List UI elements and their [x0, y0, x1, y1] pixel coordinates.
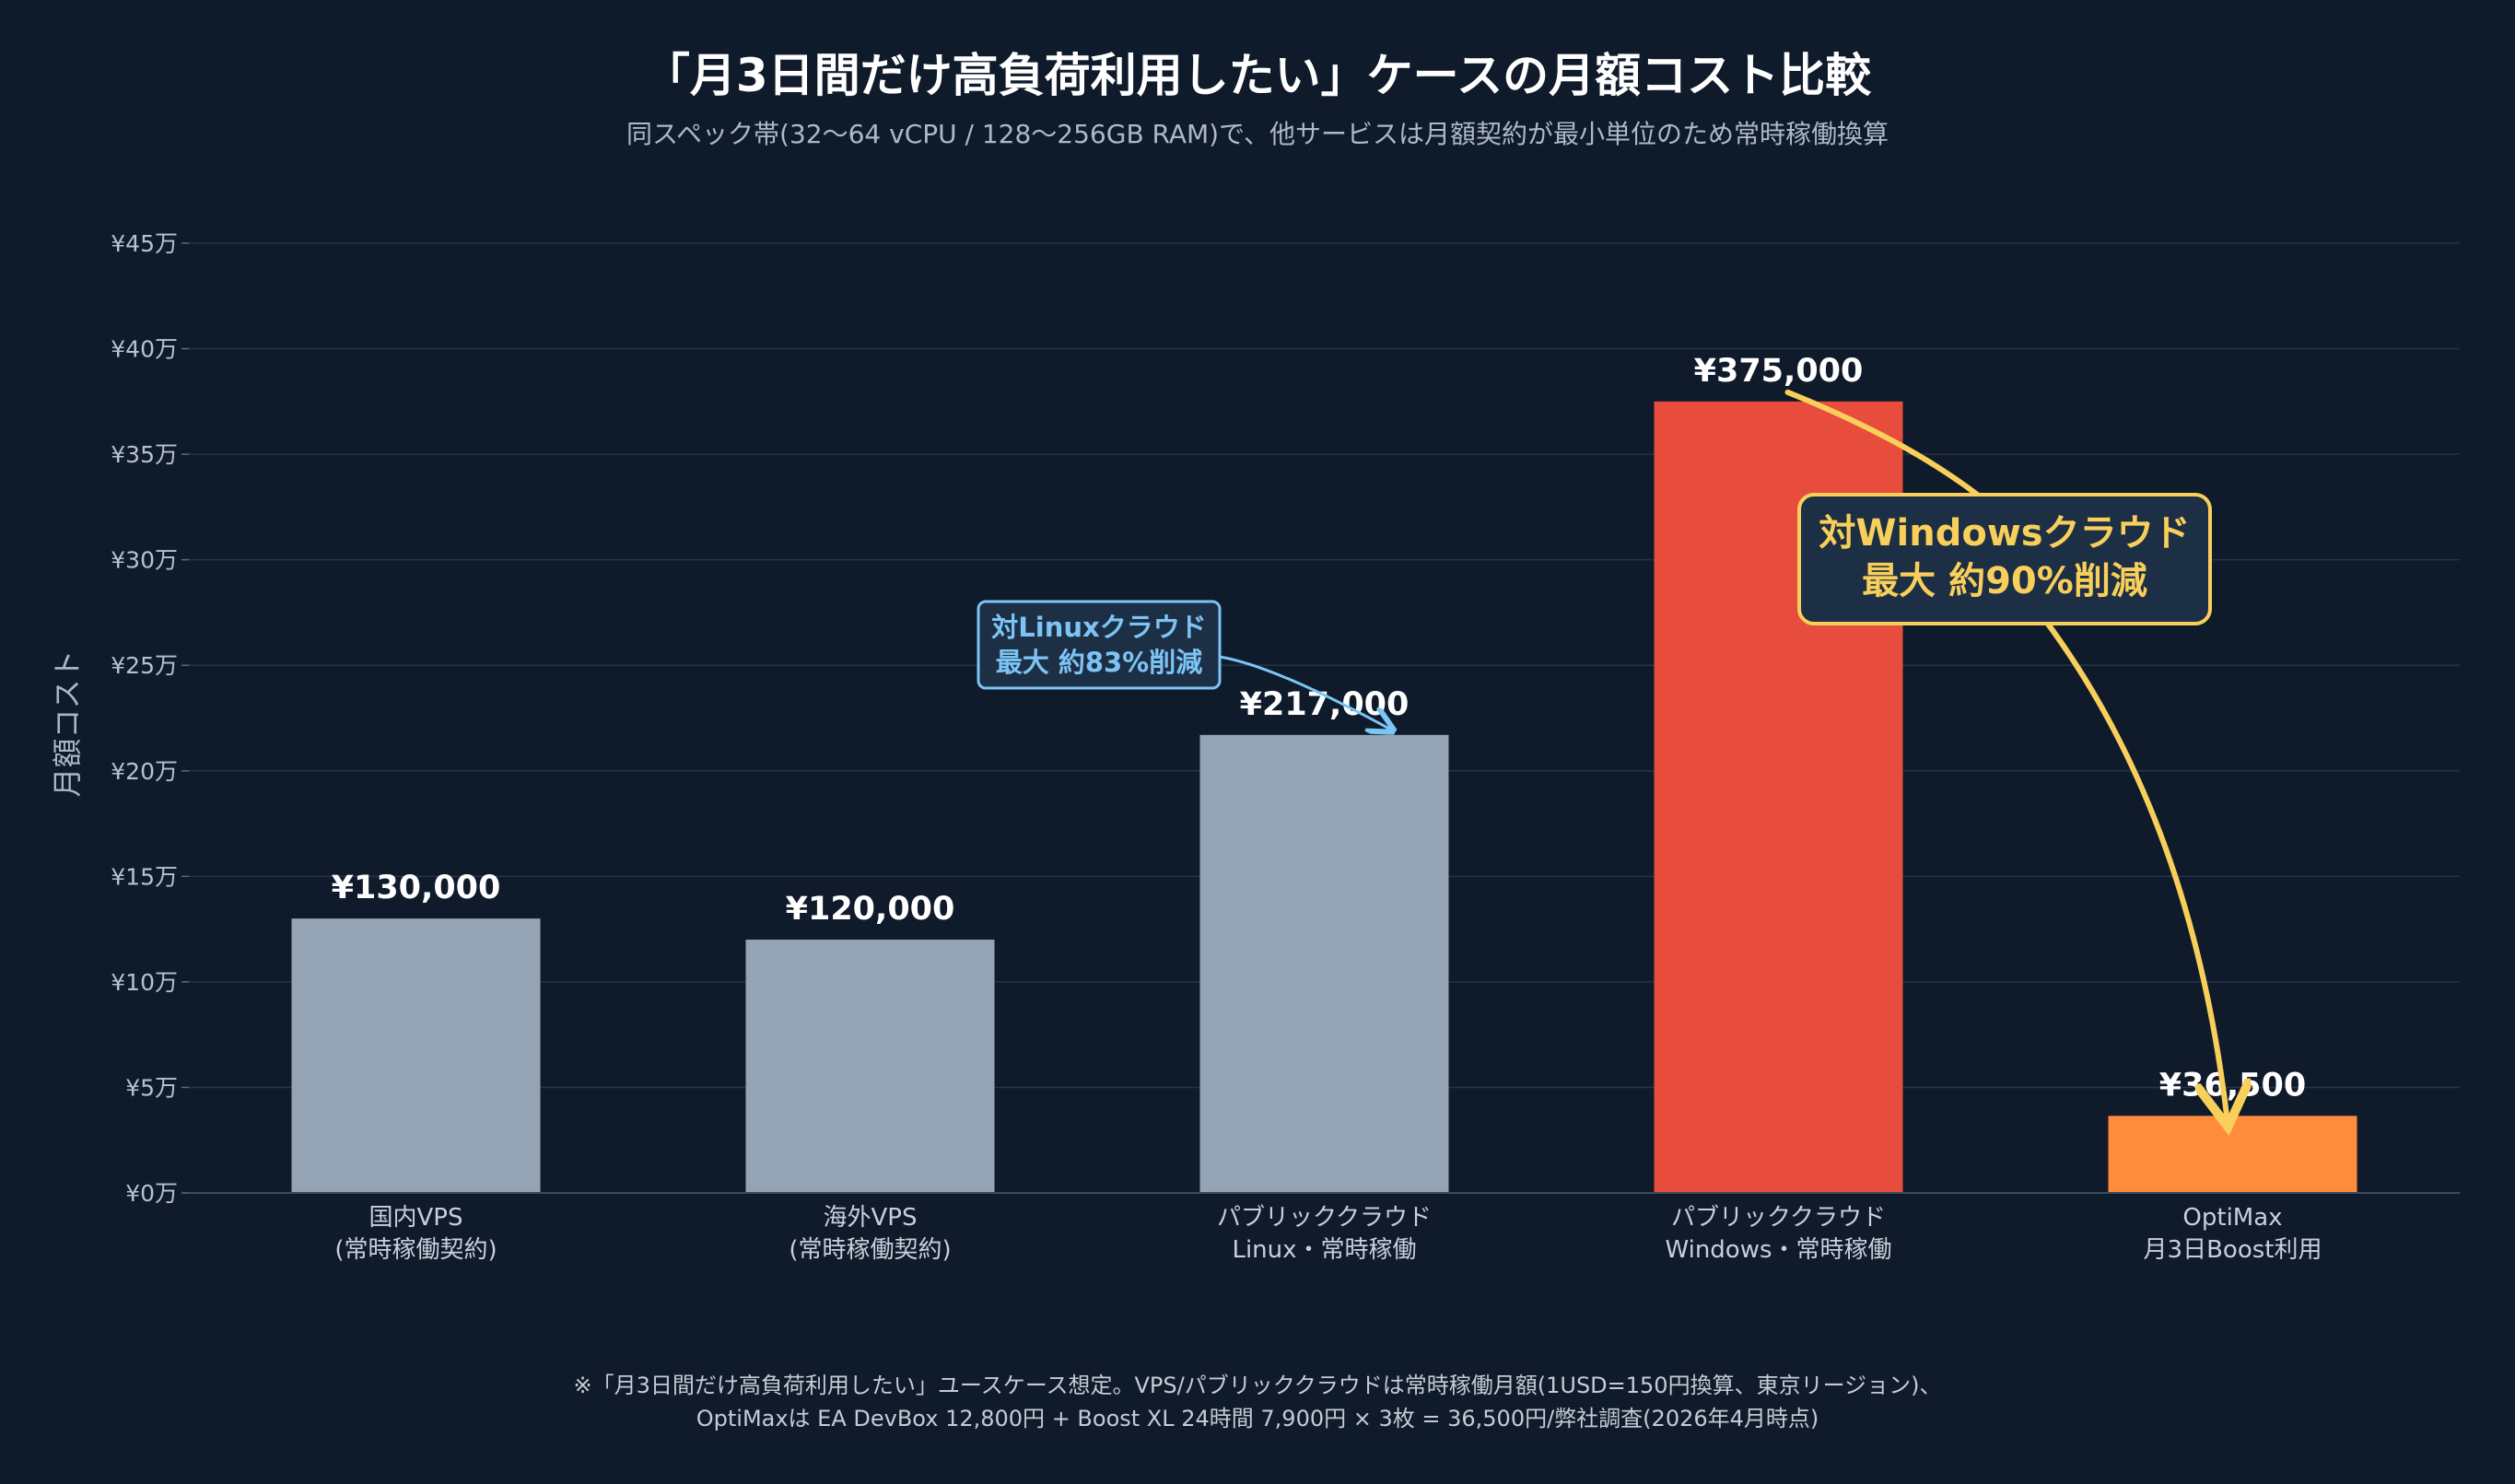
y-tick-label: ¥15万 [111, 863, 178, 890]
x-tick-label: OptiMax [2182, 1204, 2282, 1232]
bar-value-label: ¥36,500 [2159, 1067, 2306, 1104]
x-tick-label: パブリッククラウド [1217, 1204, 1432, 1232]
x-tick-label: 海外VPS [824, 1204, 918, 1232]
windows-savings-arrow-lower [2033, 605, 2228, 1127]
y-tick-label: ¥10万 [111, 969, 178, 996]
linux-savings-callout-text: 最大 約83%削減 [996, 647, 1203, 678]
y-tick-label: ¥30万 [111, 547, 178, 574]
windows-savings-callout-text: 最大 約90%削減 [1862, 560, 2147, 602]
bar-value-label: ¥217,000 [1240, 686, 1410, 723]
chart-subtitle: 同スペック帯(32〜64 vCPU / 128〜256GB RAM)で、他サービ… [626, 119, 1889, 149]
x-tick-label: 国内VPS [369, 1204, 463, 1232]
footnote-line-2: OptiMaxは EA DevBox 12,800円 + Boost XL 24… [696, 1406, 1819, 1431]
bar-value-label: ¥375,000 [1694, 353, 1864, 390]
bar-value-label: ¥130,000 [332, 870, 501, 906]
y-tick-label: ¥25万 [111, 652, 178, 679]
y-tick-label: ¥0万 [125, 1180, 178, 1207]
axes: ¥0万 ¥5万 ¥10万 ¥15万 ¥20万 ¥25万 ¥30万 ¥35万 ¥40万 ¥45万月額… [50, 230, 2460, 1264]
footnote-line-1: ※「月3日間だけ高負荷利用したい」ユースケース想定。VPS/パブリッククラウドは… [573, 1373, 1942, 1398]
windows-savings-callout [1797, 493, 2212, 625]
bar [291, 918, 541, 1193]
bar [1199, 734, 1449, 1193]
footnote: ※「月3日間だけ高負荷利用したい」ユースケース想定。VPS/パブリッククラウドは… [0, 1369, 2515, 1435]
bar [745, 940, 995, 1193]
x-tick-label: (常時稼働契約) [789, 1236, 951, 1264]
bars [291, 401, 2357, 1193]
y-tick-label: ¥20万 [111, 758, 178, 785]
bar [2108, 1116, 2357, 1193]
y-tick-label: ¥45万 [111, 230, 178, 257]
windows-savings-callout-text: 対Windowsクラウド [1819, 512, 2190, 555]
linux-savings-arrow [1219, 655, 1391, 730]
x-tick-label: 月3日Boost利用 [2144, 1236, 2322, 1264]
x-tick-label: Linux・常時稼働 [1232, 1236, 1416, 1264]
linux-savings-callout [977, 600, 1222, 690]
linux-savings-callout-text: 対Linuxクラウド [991, 612, 1206, 643]
x-tick-label: Windows・常時稼働 [1665, 1236, 1891, 1264]
y-tick-label: ¥40万 [111, 336, 178, 363]
y-tick-label: ¥35万 [111, 441, 178, 468]
chart-title: 「月3日間だけ高負荷利用したい」ケースの月額コスト比較 [643, 49, 1872, 102]
bar-value-label: ¥120,000 [786, 891, 955, 928]
y-tick-label: ¥5万 [125, 1074, 178, 1101]
x-tick-label: パブリッククラウド [1671, 1204, 1886, 1232]
x-tick-label: (常時稼働契約) [334, 1236, 497, 1264]
y-axis-label: 月額コスト [50, 649, 85, 797]
